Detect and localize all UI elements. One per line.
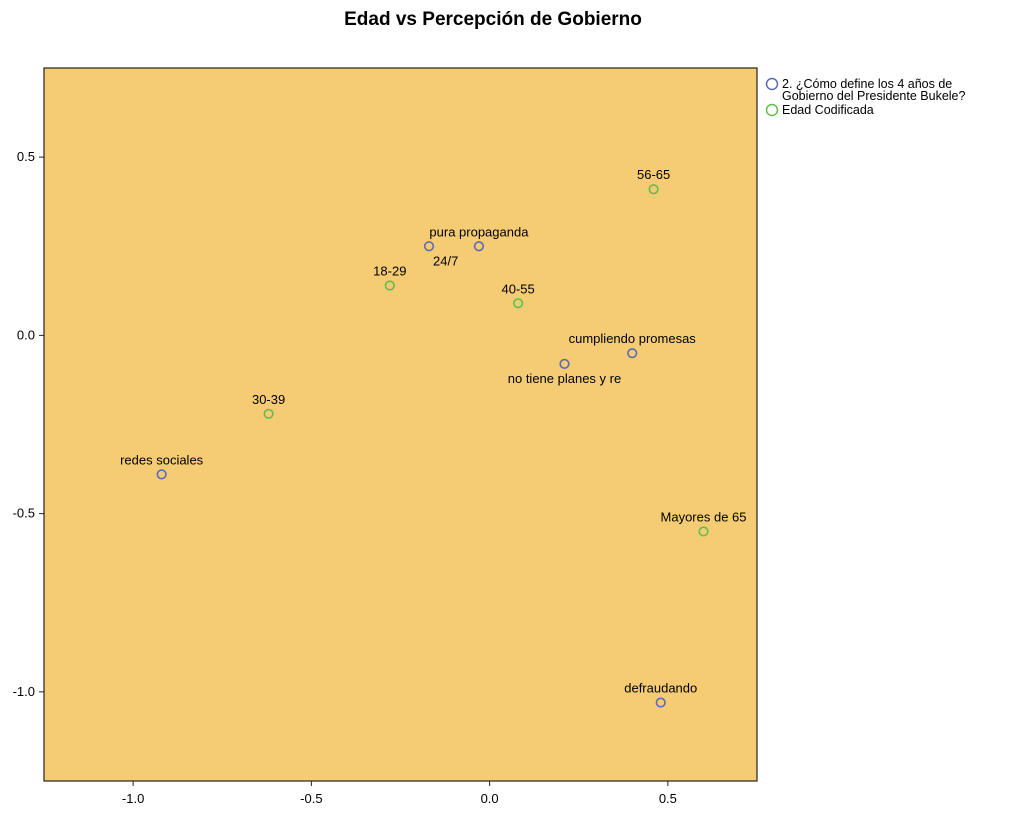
y-axis: 0.5 0.0 -0.5 -1.0 xyxy=(13,149,44,699)
point-pura-propaganda xyxy=(473,241,485,252)
point-label-24-7: 24/7 xyxy=(433,253,458,268)
x-tick-label: -0.5 xyxy=(300,791,322,806)
legend-label-0: Gobierno del Presidente Bukele? xyxy=(782,89,966,103)
x-tick-label: 0.5 xyxy=(659,791,677,806)
y-tick-label: 0.0 xyxy=(17,327,35,342)
point-defraudando xyxy=(655,697,666,708)
point-18-29 xyxy=(384,280,395,291)
point-label-56-65: 56-65 xyxy=(637,167,670,182)
point-40-55 xyxy=(513,298,524,309)
point-56-65 xyxy=(648,184,659,195)
y-tick-label: -1.0 xyxy=(13,684,35,699)
point-mayores-de-65 xyxy=(698,526,709,537)
y-tick-label: -0.5 xyxy=(13,506,35,521)
point-label-40-55: 40-55 xyxy=(502,281,535,296)
point-30-39 xyxy=(263,408,274,419)
x-tick-label: 0.0 xyxy=(481,791,499,806)
point-redes-sociales xyxy=(156,469,167,480)
point-label-defraudando: defraudando xyxy=(624,681,697,696)
legend-marker-0 xyxy=(765,77,779,91)
plot-area xyxy=(43,67,758,782)
legend-label-1: Edad Codificada xyxy=(782,103,874,117)
point-label-no-tiene-planes-y-re: no tiene planes y re xyxy=(508,371,621,386)
legend-label-0: 2. ¿Cómo define los 4 años de xyxy=(782,77,952,91)
chart-title: Edad vs Percepción de Gobierno xyxy=(344,9,642,30)
legend-marker-1 xyxy=(765,103,779,117)
point-24-7 xyxy=(423,241,435,252)
x-tick-label: -1.0 xyxy=(122,791,144,806)
point-no-tiene-planes-y-re xyxy=(559,358,570,369)
point-label-pura-propaganda: pura propaganda xyxy=(429,224,529,239)
x-axis: -1.0 -0.5 0.0 0.5 xyxy=(122,781,677,806)
point-label-redes-sociales: redes sociales xyxy=(120,452,204,467)
point-label-cumpliendo-promesas: cumpliendo promesas xyxy=(569,331,697,346)
point-label-18-29: 18-29 xyxy=(373,263,406,278)
points-layer: pura propaganda 24/7 cumpliendo promesas no… xyxy=(120,167,747,708)
point-label-mayores-de-65: Mayores de 65 xyxy=(661,509,747,524)
point-label-30-39: 30-39 xyxy=(252,392,285,407)
point-cumpliendo-promesas xyxy=(627,348,638,359)
y-tick-label: 0.5 xyxy=(17,149,35,164)
